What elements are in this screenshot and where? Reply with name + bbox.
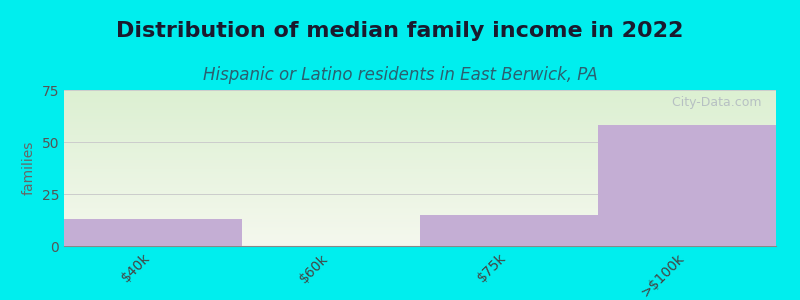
Bar [598, 125, 776, 246]
Text: City-Data.com: City-Data.com [664, 96, 762, 109]
Text: Hispanic or Latino residents in East Berwick, PA: Hispanic or Latino residents in East Ber… [202, 66, 598, 84]
Bar [420, 215, 598, 246]
Bar [64, 219, 242, 246]
Y-axis label: families: families [22, 141, 36, 195]
Text: Distribution of median family income in 2022: Distribution of median family income in … [116, 21, 684, 41]
